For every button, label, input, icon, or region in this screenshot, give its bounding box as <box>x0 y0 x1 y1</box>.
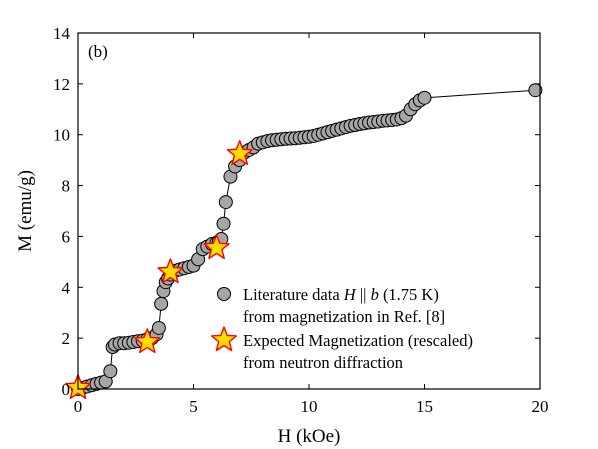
expected-magnetization-star <box>134 328 161 354</box>
expected-magnetization-star <box>157 258 184 284</box>
literature-data-point <box>103 364 118 379</box>
literature-data-point <box>216 216 231 231</box>
axis-ticks: 0 5 10 15 20 0 2 4 6 8 10 12 14 <box>53 24 549 416</box>
legend-entry-2-line-2: from neutron diffraction <box>243 353 403 372</box>
legend-entry-2-line-1: Expected Magnetization (rescaled) <box>243 331 473 350</box>
y-tick-label: 4 <box>62 278 71 297</box>
literature-data-point <box>154 296 169 311</box>
panel-label: (b) <box>88 42 108 61</box>
x-tick-label: 0 <box>74 397 83 416</box>
legend-entry-1-line-2: from magnetization in Ref. [8] <box>243 307 445 326</box>
y-tick-label: 6 <box>62 227 71 246</box>
literature-data-point <box>151 320 166 335</box>
y-tick-label: 8 <box>62 177 71 196</box>
literature-data-point <box>218 195 233 210</box>
legend-circle-marker <box>217 287 231 301</box>
y-tick-label: 14 <box>53 24 71 43</box>
x-tick-label: 20 <box>532 397 549 416</box>
legend-star-marker <box>210 326 238 352</box>
legend: Literature data H || b (1.75 K) from mag… <box>210 285 473 372</box>
expected-magnetization-star <box>203 234 230 260</box>
y-tick-label: 2 <box>62 329 71 348</box>
x-tick-label: 10 <box>301 397 318 416</box>
y-tick-label: 10 <box>53 126 70 145</box>
literature-data-point <box>417 90 432 105</box>
legend-entry-1-part-2: H <box>343 285 357 304</box>
legend-entry-1-part-3: || <box>356 285 371 304</box>
expected-magnetization-star <box>226 140 253 166</box>
legend-entry-1-part-5: (1.75 K) <box>379 285 439 304</box>
x-tick-label: 15 <box>416 397 433 416</box>
x-tick-label: 5 <box>189 397 198 416</box>
legend-entry-1-part-1: Literature data <box>243 285 344 304</box>
y-tick-label: 12 <box>53 75 70 94</box>
y-tick-label: 0 <box>62 380 71 399</box>
y-axis-label: M (emu/g) <box>15 170 36 252</box>
plot-layer <box>64 83 543 399</box>
legend-entry-1-line-1: Literature data H || b (1.75 K) <box>243 285 439 304</box>
legend-entry-1-part-4: b <box>371 285 379 304</box>
x-axis-label: H (kOe) <box>278 426 341 447</box>
